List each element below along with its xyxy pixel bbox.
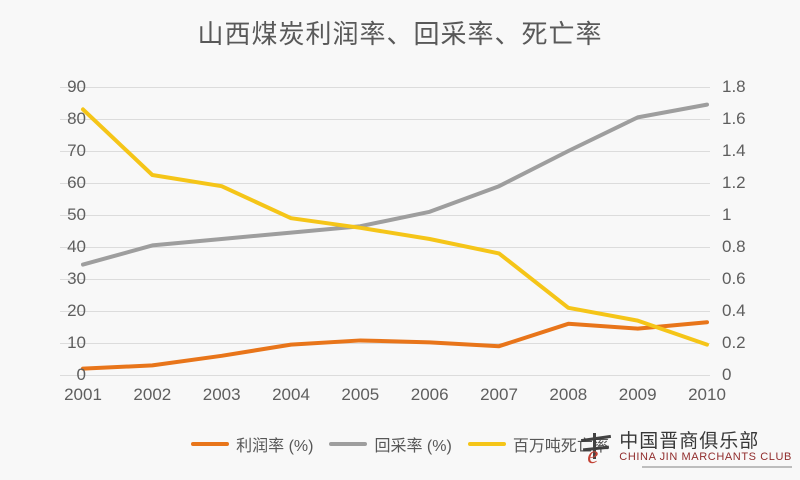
y-left-tick-label: 20: [67, 301, 86, 320]
x-tick-label: 2005: [341, 385, 380, 404]
y-right-tick-label: 0.8: [722, 237, 746, 256]
series-lines: [60, 87, 710, 375]
y-left-tick-label: 80: [67, 109, 86, 128]
gridline: [60, 311, 710, 312]
gridline: [60, 183, 710, 184]
y-left-tick-label: 90: [67, 77, 86, 96]
watermark-logo: e 中国晋商俱乐部 CHINA JIN MARCHANTS CLUB: [579, 428, 792, 468]
y-right-tick-label: 1.2: [722, 173, 746, 192]
x-tick-label: 2003: [202, 385, 241, 404]
legend-label: 回采率 (%): [374, 438, 452, 455]
plot-area: [60, 87, 710, 376]
watermark-chinese: 中国晋商俱乐部: [619, 431, 760, 453]
series-line: [83, 322, 707, 368]
y-left-tick-label: 10: [67, 333, 86, 352]
watermark-text: 中国晋商俱乐部 CHINA JIN MARCHANTS CLUB: [619, 432, 792, 463]
legend-item[interactable]: 回采率 (%): [329, 432, 452, 456]
x-tick-label: 2004: [272, 385, 310, 404]
page-title: 山西煤炭利润率、回采率、死亡率: [197, 19, 603, 49]
legend-item[interactable]: 利润率 (%): [191, 432, 313, 456]
legend-color-swatch: [329, 442, 368, 446]
brush-mark-icon: e: [579, 428, 613, 468]
x-tick-label: 2006: [410, 385, 449, 404]
y-left-tick-label: 40: [67, 237, 86, 256]
legend-color-swatch: [191, 442, 230, 446]
watermark-rule: [642, 466, 792, 468]
gridline: [60, 279, 710, 280]
y-right-tick-label: 1.8: [722, 77, 746, 96]
chart-legend: 利润率 (%) 回采率 (%) 百万吨死亡率: [0, 432, 800, 456]
gridline: [60, 375, 710, 376]
gridline: [60, 87, 710, 88]
gridline: [60, 119, 710, 120]
series-line: [83, 109, 707, 344]
x-tick-label: 2009: [618, 385, 657, 404]
x-tick-label: 2001: [64, 385, 102, 404]
x-tick-label: 2008: [549, 385, 588, 404]
gridline: [60, 215, 710, 216]
watermark-english: CHINA JIN MARCHANTS CLUB: [619, 451, 792, 464]
y-right-tick-label: 0.2: [722, 333, 746, 352]
legend-label: 利润率 (%): [236, 438, 314, 455]
gridline: [60, 247, 710, 248]
gridlines: [60, 87, 710, 376]
y-left-tick-label: 70: [67, 141, 86, 160]
y-left-tick-label: 60: [67, 173, 86, 192]
legend-color-swatch: [467, 442, 506, 446]
y-left-tick-label: 0: [76, 365, 86, 384]
y-right-tick-label: 0.4: [722, 301, 746, 320]
x-tick-label: 2002: [133, 385, 172, 404]
x-tick-label: 2007: [480, 385, 518, 404]
y-left-tick-label: 50: [67, 205, 86, 224]
y-right-tick-label: 1.6: [722, 109, 746, 128]
gridline: [60, 151, 710, 152]
y-right-tick-label: 1: [722, 205, 732, 224]
y-left-tick-label: 30: [67, 269, 86, 288]
series-line: [83, 105, 707, 265]
y-right-tick-label: 1.4: [722, 141, 746, 160]
y-right-tick-label: 0.6: [722, 269, 746, 288]
x-tick-label: 2010: [688, 385, 726, 404]
gridline: [60, 343, 710, 344]
y-right-tick-label: 0: [722, 365, 732, 384]
